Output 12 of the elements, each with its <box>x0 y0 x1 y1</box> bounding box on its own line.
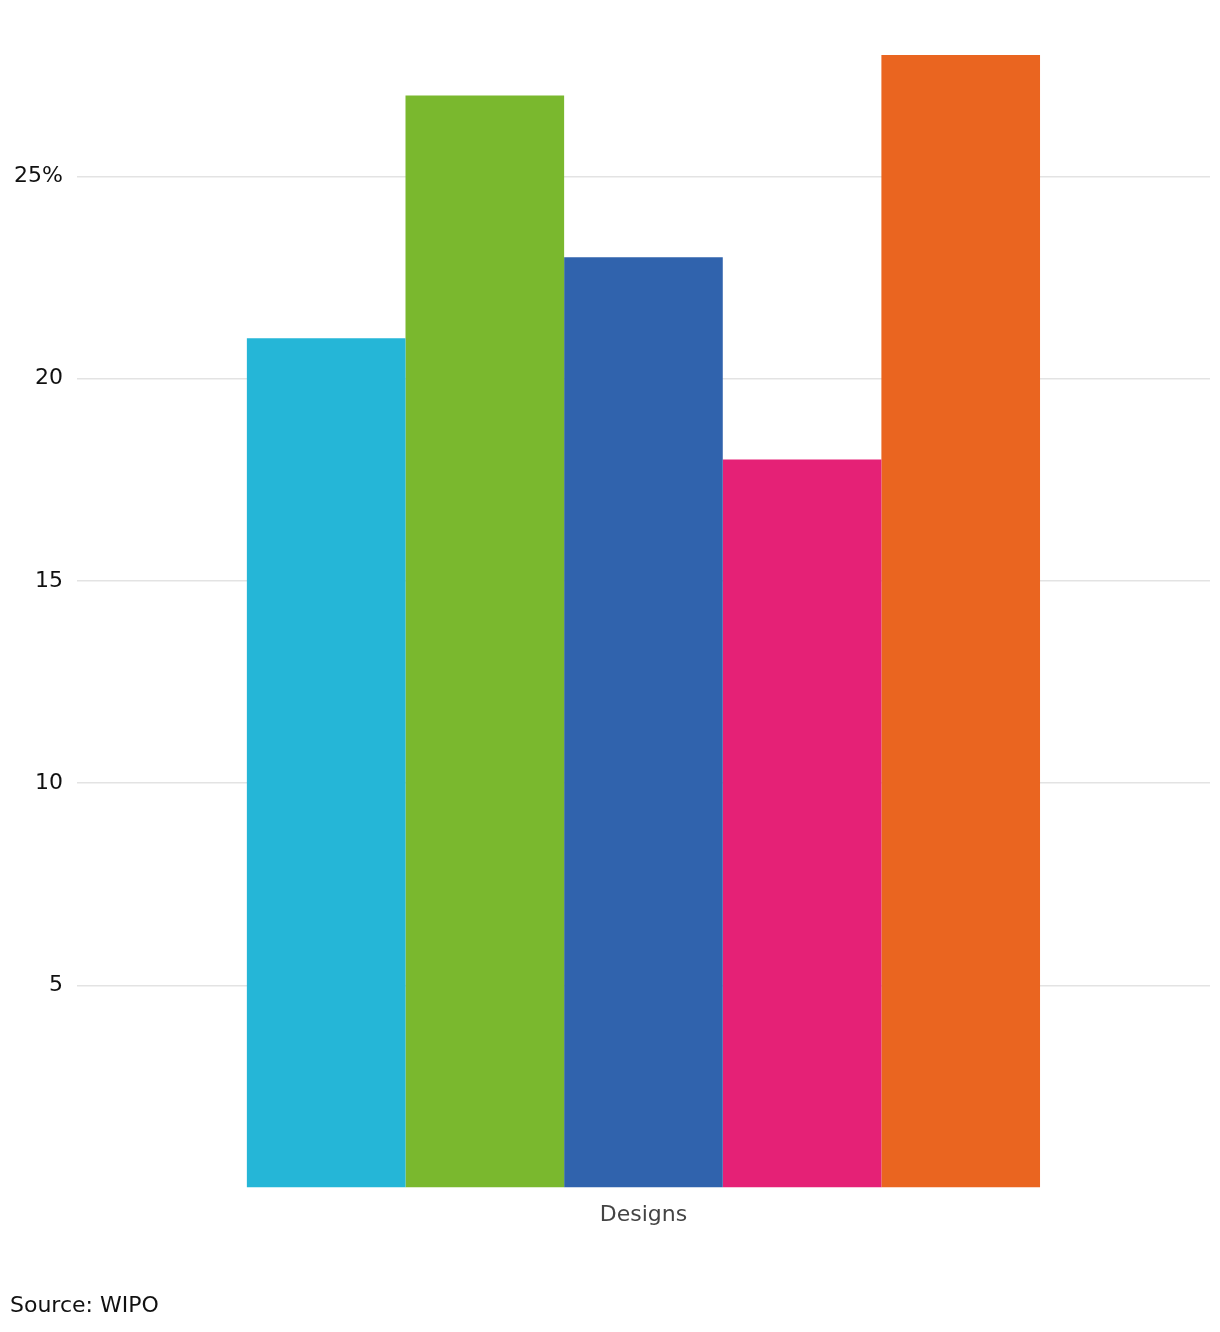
source-note: Source: WIPO <box>10 1292 159 1317</box>
y-tick-label: 15 <box>34 566 63 592</box>
y-tick-label: 5 <box>48 971 63 997</box>
bar <box>564 257 723 1188</box>
bar <box>722 459 882 1188</box>
bar <box>881 55 1041 1188</box>
y-tick-label: 20 <box>34 364 63 390</box>
bar <box>246 338 406 1188</box>
y-tick-label: 25% <box>13 162 63 188</box>
bar <box>405 95 565 1188</box>
y-tick-label: 10 <box>34 768 63 794</box>
x-tick-label: Designs <box>599 1200 688 1226</box>
